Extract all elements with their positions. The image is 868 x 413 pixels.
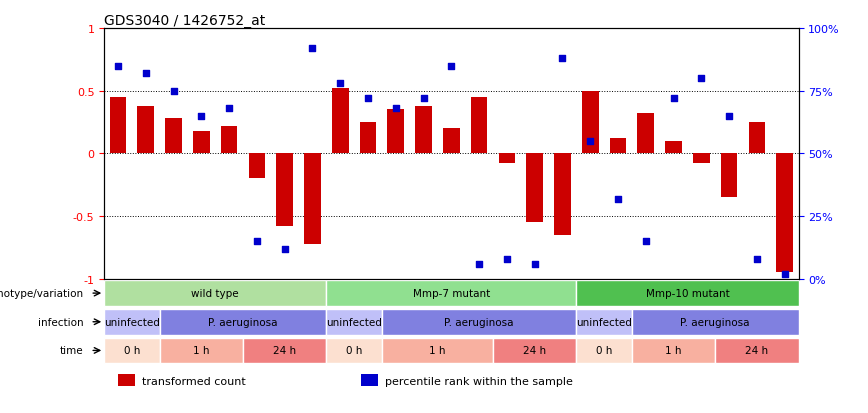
Text: 1 h: 1 h [665,346,682,356]
Bar [387,110,404,154]
FancyBboxPatch shape [104,309,160,335]
Text: 1 h: 1 h [193,346,210,356]
Text: uninfected: uninfected [104,317,160,327]
Point [333,81,347,87]
Point [139,71,153,77]
Point [417,96,431,102]
Bar [361,374,378,386]
Point [222,106,236,112]
Bar [693,154,710,164]
Text: genotype/variation: genotype/variation [0,288,83,298]
Bar [609,139,627,154]
Bar [248,154,266,179]
FancyBboxPatch shape [326,309,382,335]
Text: 24 h: 24 h [273,346,296,356]
Bar [637,114,654,154]
Point [611,196,625,202]
Bar [554,154,571,235]
Text: 24 h: 24 h [746,346,768,356]
Point [361,96,375,102]
Point [472,261,486,267]
Bar [720,154,738,198]
Text: P. aeruginosa: P. aeruginosa [208,317,278,327]
Bar [776,154,793,273]
Bar [118,374,135,386]
Text: infection: infection [37,317,83,327]
FancyBboxPatch shape [576,280,799,306]
Bar [498,154,516,164]
Bar [137,107,155,154]
Point [556,56,569,62]
Bar [109,98,127,154]
Point [667,96,681,102]
Text: 0 h: 0 h [596,346,612,356]
Point [778,271,792,278]
Point [167,88,181,95]
Bar [359,123,377,154]
Bar [443,129,460,154]
Point [111,63,125,70]
FancyBboxPatch shape [382,338,493,363]
Bar [193,131,210,154]
Bar [165,119,182,154]
Point [528,261,542,267]
Text: 1 h: 1 h [429,346,446,356]
FancyBboxPatch shape [382,309,576,335]
FancyBboxPatch shape [632,338,715,363]
Bar [332,89,349,154]
FancyBboxPatch shape [715,338,799,363]
FancyBboxPatch shape [632,309,799,335]
Point [389,106,403,112]
Point [583,138,597,145]
Text: P. aeruginosa: P. aeruginosa [681,317,750,327]
FancyBboxPatch shape [326,338,382,363]
FancyBboxPatch shape [104,280,326,306]
Text: Mmp-10 mutant: Mmp-10 mutant [646,288,729,298]
Point [194,113,208,120]
Bar [276,154,293,227]
Point [750,256,764,262]
Bar [304,154,321,244]
FancyBboxPatch shape [576,338,632,363]
Bar [582,91,599,154]
Text: 24 h: 24 h [523,346,546,356]
Text: percentile rank within the sample: percentile rank within the sample [385,376,573,386]
Text: 0 h: 0 h [124,346,140,356]
Point [250,238,264,245]
Point [500,256,514,262]
Point [722,113,736,120]
Text: 0 h: 0 h [346,346,362,356]
Point [639,238,653,245]
Bar [665,142,682,154]
Text: P. aeruginosa: P. aeruginosa [444,317,514,327]
Bar [470,98,488,154]
FancyBboxPatch shape [493,338,576,363]
Text: uninfected: uninfected [326,317,382,327]
Point [444,63,458,70]
Bar [415,107,432,154]
Bar [220,126,238,154]
FancyBboxPatch shape [160,309,326,335]
FancyBboxPatch shape [243,338,326,363]
Point [694,76,708,82]
FancyBboxPatch shape [326,280,576,306]
Text: Mmp-7 mutant: Mmp-7 mutant [413,288,490,298]
Point [278,246,292,252]
FancyBboxPatch shape [576,309,632,335]
Bar [526,154,543,223]
Bar [748,123,766,154]
Point [306,45,319,52]
Text: GDS3040 / 1426752_at: GDS3040 / 1426752_at [104,14,266,28]
FancyBboxPatch shape [104,338,160,363]
FancyBboxPatch shape [160,338,243,363]
Text: time: time [60,346,83,356]
Text: uninfected: uninfected [576,317,632,327]
Text: transformed count: transformed count [142,376,247,386]
Text: wild type: wild type [192,288,239,298]
